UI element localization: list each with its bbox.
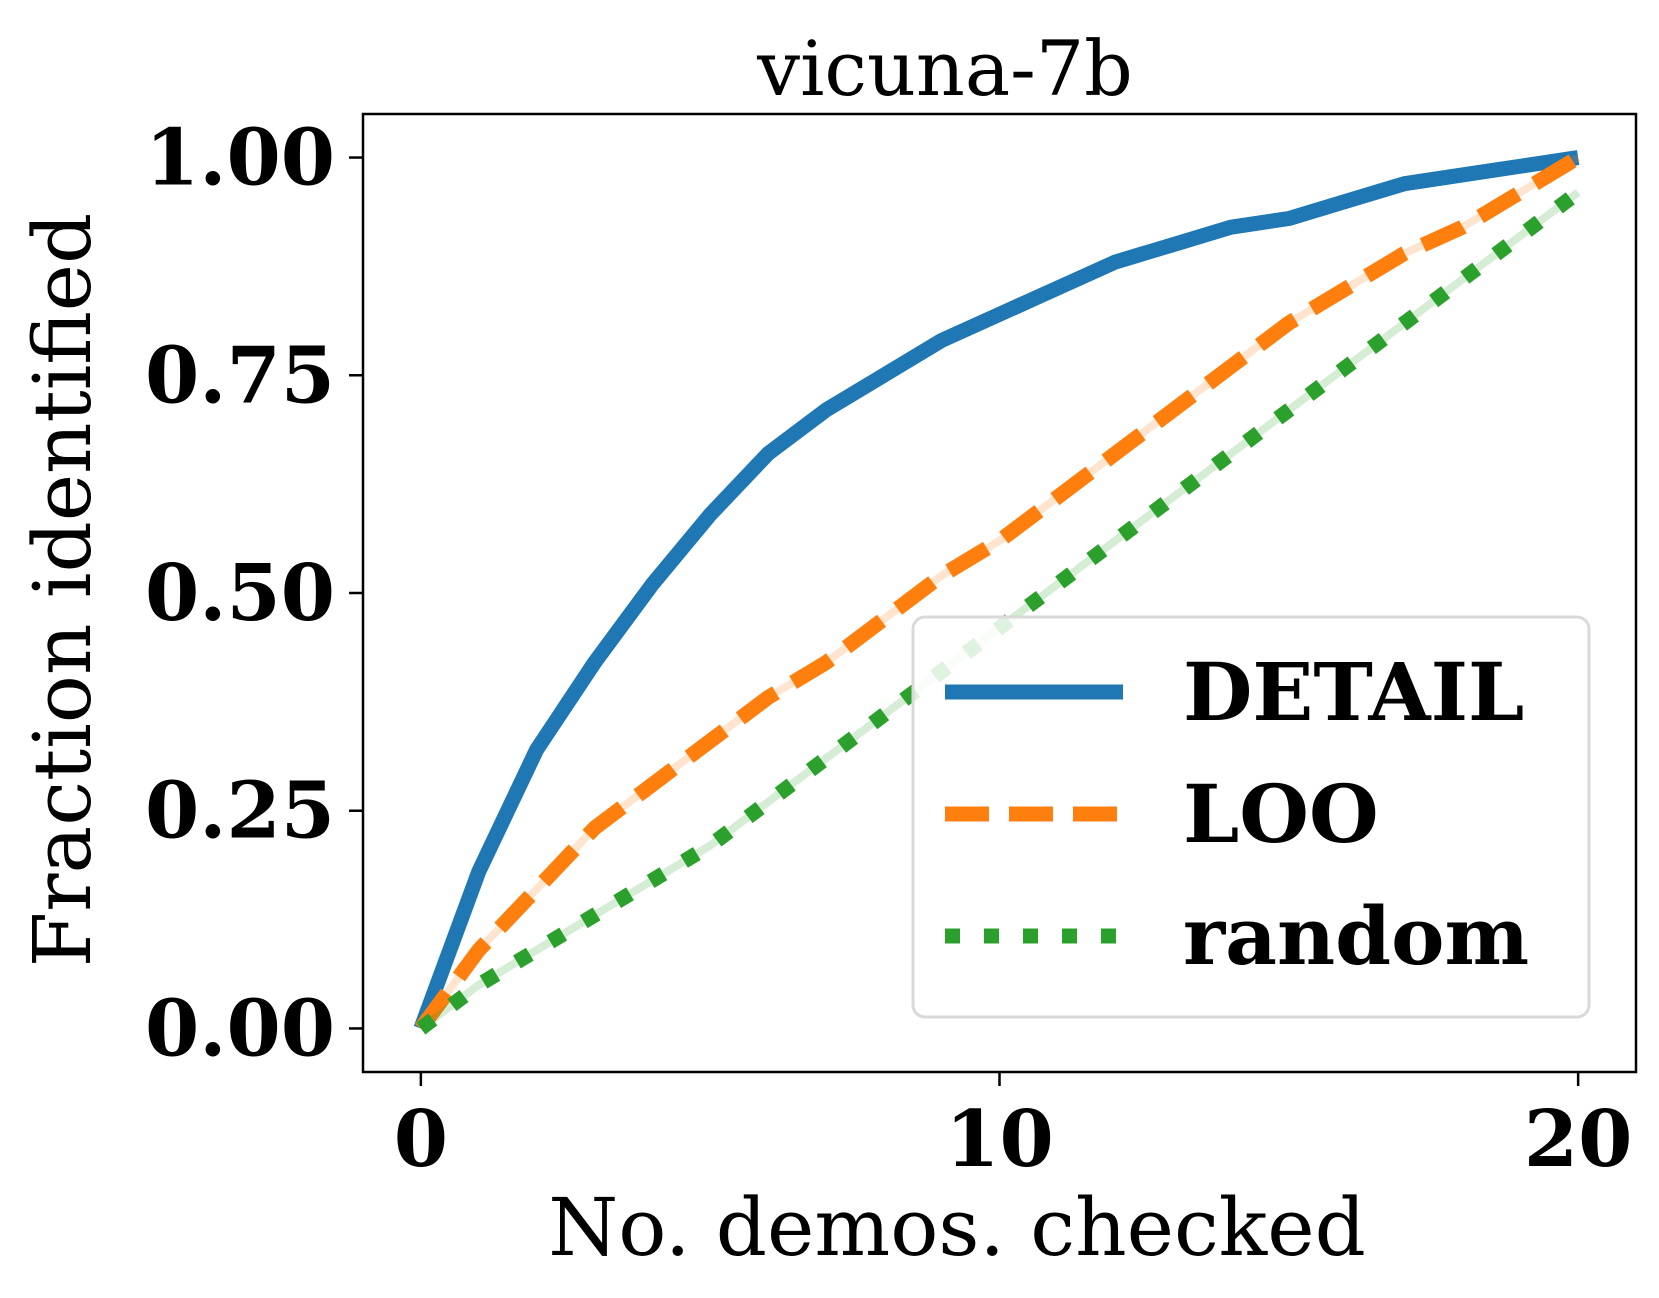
series-detail-line bbox=[413, 150, 1580, 1032]
legend-label-detail: DETAIL bbox=[1183, 645, 1524, 739]
chart-title: vicuna-7b bbox=[756, 24, 1133, 113]
x-tick-label: 20 bbox=[1524, 1094, 1633, 1185]
x-tick-label: 0 bbox=[394, 1094, 448, 1185]
y-tick-label: 0.25 bbox=[145, 766, 335, 857]
legend-label-loo: LOO bbox=[1183, 767, 1379, 861]
y-tick-label: 0.00 bbox=[145, 983, 335, 1074]
axes-layer: 0 10 20 0.00 0.25 0.50 0.75 1.00 bbox=[145, 113, 1638, 1185]
y-tick-label: 0.50 bbox=[145, 548, 335, 639]
series-loo-line bbox=[414, 151, 1583, 1033]
legend-box bbox=[911, 615, 1591, 1019]
y-axis-label: Fraction identified bbox=[16, 213, 109, 967]
legend-label-random: random bbox=[1183, 889, 1529, 983]
x-axis-label: No. demos. checked bbox=[548, 1181, 1366, 1274]
y-tick-label: 0.75 bbox=[145, 330, 335, 421]
x-tick-label: 10 bbox=[945, 1094, 1054, 1185]
y-tick-label: 1.00 bbox=[145, 113, 335, 204]
legend: DETAIL LOO random bbox=[911, 615, 1591, 1019]
